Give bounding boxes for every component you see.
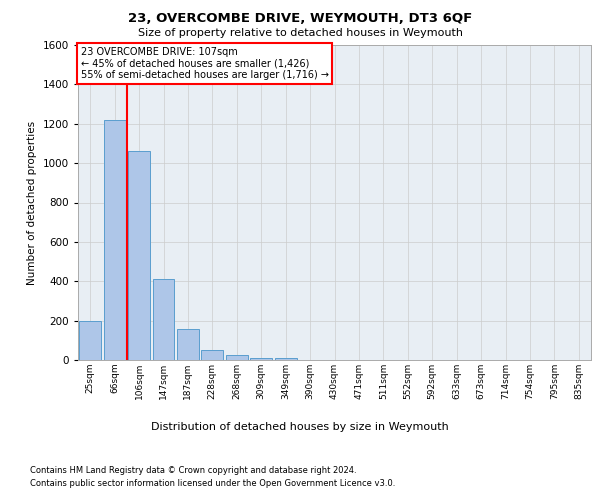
- Bar: [152, 280, 175, 360]
- Bar: [128, 152, 150, 360]
- Bar: [202, 350, 223, 360]
- Text: 23 OVERCOMBE DRIVE: 107sqm
← 45% of detached houses are smaller (1,426)
55% of s: 23 OVERCOMBE DRIVE: 107sqm ← 45% of deta…: [80, 46, 329, 80]
- Text: 23, OVERCOMBE DRIVE, WEYMOUTH, DT3 6QF: 23, OVERCOMBE DRIVE, WEYMOUTH, DT3 6QF: [128, 12, 472, 26]
- Text: Distribution of detached houses by size in Weymouth: Distribution of detached houses by size …: [151, 422, 449, 432]
- Bar: [104, 120, 125, 360]
- Bar: [226, 355, 248, 360]
- Bar: [275, 358, 296, 360]
- Text: Size of property relative to detached houses in Weymouth: Size of property relative to detached ho…: [137, 28, 463, 38]
- Bar: [250, 358, 272, 360]
- Bar: [177, 328, 199, 360]
- Text: Contains public sector information licensed under the Open Government Licence v3: Contains public sector information licen…: [30, 479, 395, 488]
- Text: Contains HM Land Registry data © Crown copyright and database right 2024.: Contains HM Land Registry data © Crown c…: [30, 466, 356, 475]
- Y-axis label: Number of detached properties: Number of detached properties: [27, 120, 37, 284]
- Bar: [79, 320, 101, 360]
